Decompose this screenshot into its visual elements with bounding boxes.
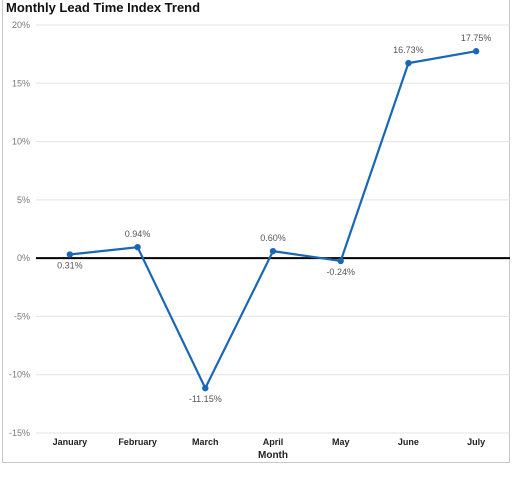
x-tick-label: April (263, 437, 284, 447)
y-tick-label: 10% (12, 137, 30, 147)
data-point (202, 384, 209, 392)
data-label: 0.60% (260, 233, 286, 243)
data-label: -0.24% (326, 267, 355, 277)
y-tick-label: 5% (17, 195, 30, 205)
y-tick-label: -5% (14, 311, 30, 321)
data-point (337, 257, 344, 265)
chart-visual-container (2, 0, 510, 463)
x-tick-label: July (467, 437, 485, 447)
data-point (269, 247, 277, 255)
y-tick-label: 20% (12, 20, 30, 30)
chart-title: Monthly Lead Time Index Trend (6, 0, 201, 15)
series-line (69, 50, 477, 390)
data-label: 0.94% (125, 229, 151, 239)
x-tick-label: May (332, 437, 350, 447)
x-tick-label: January (53, 437, 88, 447)
x-tick-label: June (398, 437, 419, 447)
y-tick-label: 15% (12, 78, 30, 88)
data-label: 16.73% (393, 45, 424, 55)
data-point (472, 48, 480, 55)
x-tick-label: February (118, 437, 157, 447)
data-label: 0.31% (57, 261, 83, 271)
data-point (134, 243, 141, 251)
x-axis-label: Month (258, 450, 288, 461)
data-label: -11.15% (189, 394, 222, 404)
y-tick-label: 0% (17, 253, 30, 263)
data-label: 17.75% (461, 33, 492, 43)
data-point (66, 251, 74, 258)
data-point (405, 59, 412, 67)
y-tick-label: -15% (9, 428, 30, 438)
x-tick-label: March (192, 437, 219, 447)
y-tick-label: -10% (9, 370, 30, 380)
